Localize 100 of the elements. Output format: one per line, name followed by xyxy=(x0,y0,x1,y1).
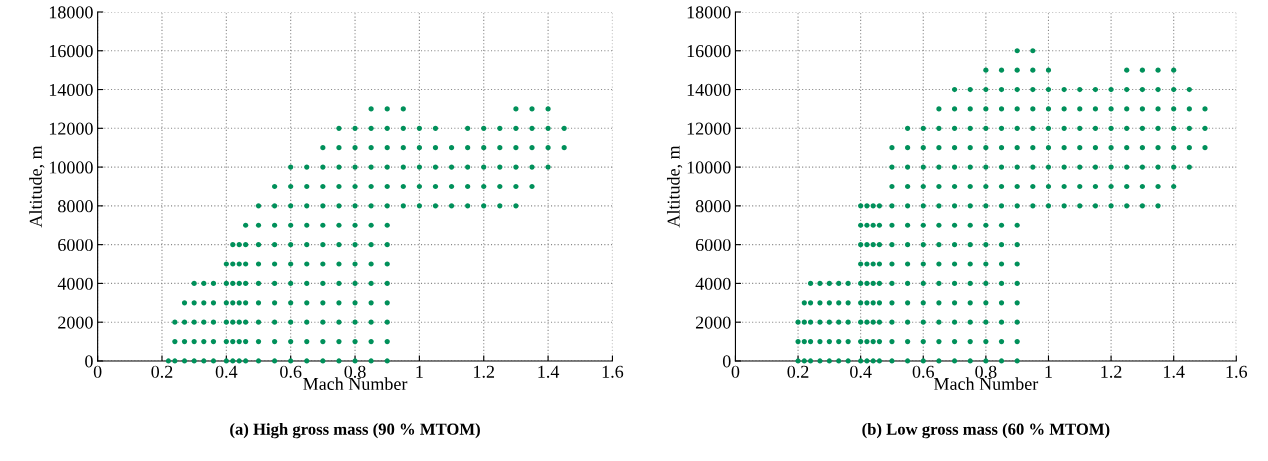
point xyxy=(889,280,895,287)
point xyxy=(998,300,1005,306)
x-tick-label: 0.8 xyxy=(344,365,366,378)
x-tick-label: 0.6 xyxy=(280,365,302,378)
point xyxy=(983,319,989,325)
point xyxy=(1077,125,1083,131)
point xyxy=(967,145,973,151)
point xyxy=(1108,145,1114,151)
point xyxy=(845,338,851,345)
point xyxy=(352,164,358,170)
point xyxy=(191,358,197,364)
point xyxy=(223,338,229,345)
point xyxy=(1108,86,1114,93)
point xyxy=(1077,183,1083,190)
x-tick-label: 0 xyxy=(731,365,740,378)
point xyxy=(936,242,942,248)
point xyxy=(513,106,519,112)
point xyxy=(1014,300,1020,306)
point xyxy=(936,319,942,325)
point xyxy=(288,183,294,190)
point xyxy=(191,319,197,325)
point xyxy=(545,164,551,170)
point xyxy=(998,358,1005,364)
point xyxy=(1077,164,1083,170)
point xyxy=(998,280,1005,287)
y-tick-label: 4000 xyxy=(695,277,731,290)
point xyxy=(1155,106,1161,112)
point xyxy=(201,358,207,364)
point xyxy=(400,106,406,112)
x-axis-title: Mach Number xyxy=(933,377,1039,391)
point xyxy=(1014,145,1020,151)
point xyxy=(223,300,229,306)
point xyxy=(304,300,310,306)
point xyxy=(836,280,842,287)
point xyxy=(384,106,390,112)
point xyxy=(255,222,262,228)
point xyxy=(368,164,374,170)
point xyxy=(201,280,207,287)
point xyxy=(920,164,926,170)
point xyxy=(432,125,439,131)
y-tick-label: 18000 xyxy=(49,6,93,19)
point xyxy=(481,145,487,151)
point xyxy=(465,145,471,151)
point xyxy=(416,125,422,131)
point xyxy=(864,261,870,267)
point xyxy=(905,145,911,151)
point xyxy=(936,338,942,345)
point xyxy=(368,319,374,325)
point xyxy=(236,338,242,345)
y-tick-label: 8000 xyxy=(58,200,93,213)
text: (b) Low gross mass (60 % MTOM) xyxy=(862,423,1110,439)
point xyxy=(1124,164,1130,170)
point xyxy=(1171,106,1177,112)
point xyxy=(272,319,278,325)
x-tick-label: 1.6 xyxy=(1226,365,1248,378)
y-tick-label: 6000 xyxy=(58,238,93,252)
point xyxy=(210,280,217,287)
point xyxy=(336,222,342,228)
point xyxy=(236,242,242,248)
point xyxy=(181,358,188,364)
point xyxy=(416,203,422,209)
point xyxy=(368,280,374,287)
point xyxy=(1092,203,1099,209)
point xyxy=(513,125,519,131)
point xyxy=(1092,125,1099,131)
point xyxy=(1045,86,1052,93)
point xyxy=(951,125,958,131)
point xyxy=(1014,106,1020,112)
point xyxy=(352,338,358,345)
point xyxy=(920,125,926,131)
x-tick-label: 0.2 xyxy=(151,365,173,378)
point xyxy=(936,280,942,287)
point xyxy=(545,145,551,151)
point xyxy=(1092,86,1099,93)
point xyxy=(889,183,895,190)
point xyxy=(448,164,455,170)
point xyxy=(889,261,895,267)
point xyxy=(1124,86,1130,93)
point xyxy=(795,319,801,325)
point xyxy=(876,261,883,267)
point xyxy=(998,183,1005,190)
point xyxy=(1014,280,1020,287)
point xyxy=(1092,106,1099,112)
point xyxy=(230,300,236,306)
point xyxy=(889,319,895,325)
point xyxy=(817,358,823,364)
y-tick-label: 8000 xyxy=(695,200,731,213)
point xyxy=(1014,203,1020,209)
point xyxy=(951,183,958,190)
point xyxy=(320,338,326,345)
point xyxy=(983,280,989,287)
point xyxy=(1014,183,1020,190)
point xyxy=(272,358,278,364)
point xyxy=(172,319,178,325)
point xyxy=(801,358,807,364)
point xyxy=(432,164,439,170)
point xyxy=(870,319,876,325)
point xyxy=(795,338,801,345)
point xyxy=(826,358,832,364)
point xyxy=(384,319,390,325)
